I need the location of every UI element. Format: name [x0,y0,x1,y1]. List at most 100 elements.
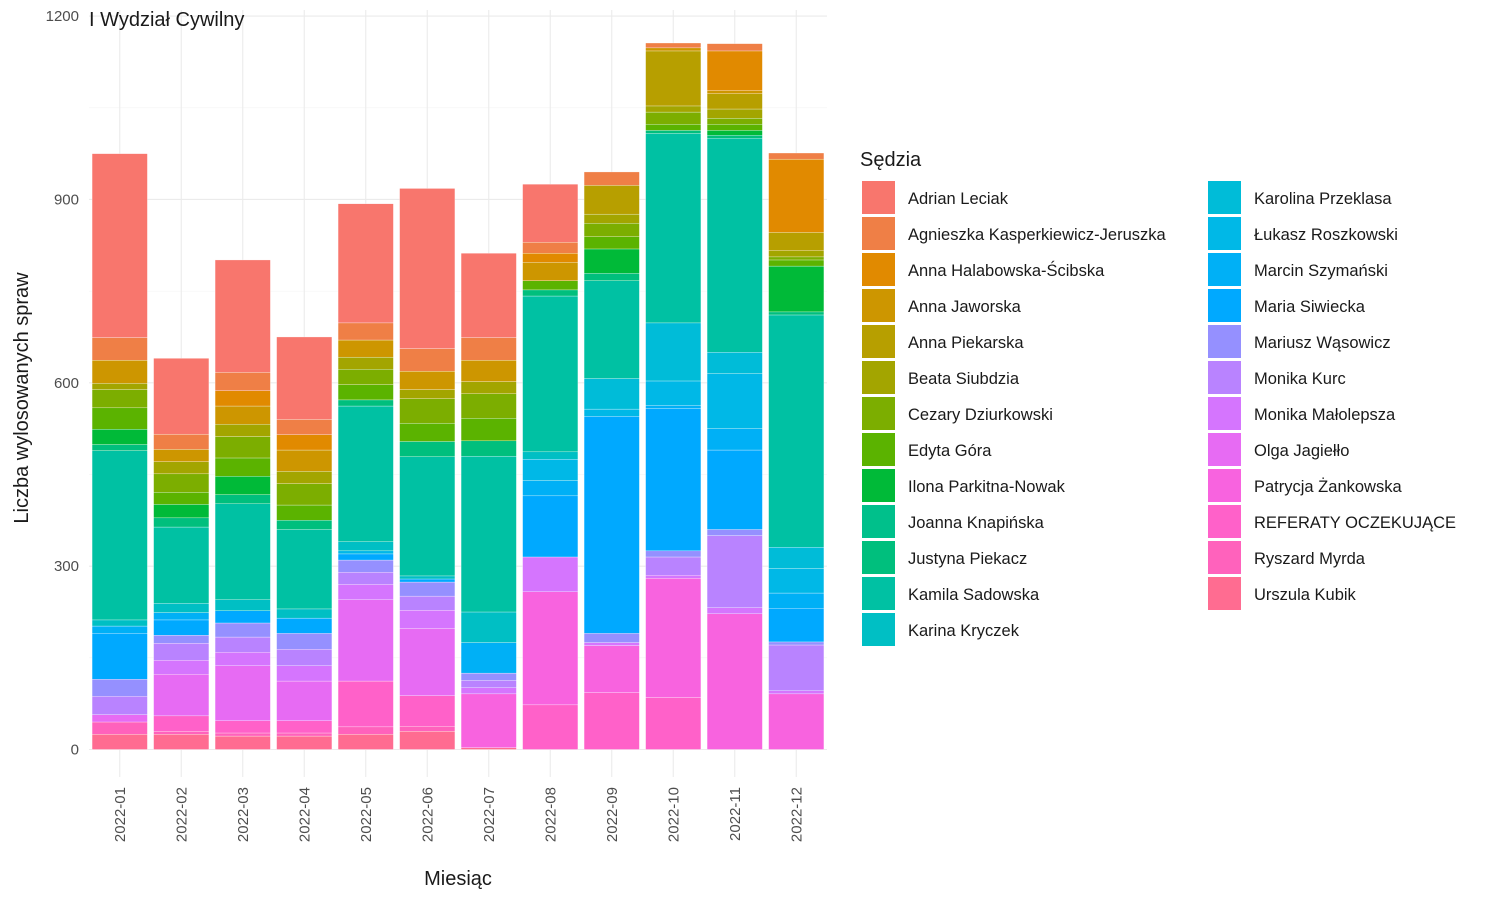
bar-segment [153,473,210,493]
bar-segment [768,568,825,594]
y-tick-label: 1200 [46,8,79,25]
legend-label: Marcin Szymański [1254,262,1388,280]
bar-segment [91,679,148,697]
bar-segment [399,610,456,629]
bar-segment [645,50,702,107]
legend-label: Kamila Sadowska [908,586,1040,604]
legend-key [862,433,895,466]
bar-segment [337,203,394,324]
legend-key [862,577,895,610]
bar-segment [706,90,763,94]
x-tick-label: 2022-11 [727,787,744,841]
legend-key [1208,469,1241,502]
bar-segment [153,603,210,613]
bar-segment [276,471,333,484]
bar-segment [91,734,148,750]
x-axis-ticks: 2022-01 2022-02 2022-03 2022-04 2022-05 2022-… [112,787,806,842]
chart-title: I Wydział Cywilny [89,9,244,31]
bar-segment [276,608,333,619]
bar-segment [645,578,702,698]
bar-segment [583,248,640,274]
bar-segment [768,250,825,258]
bar-segment [337,541,394,552]
bar-segment [276,520,333,530]
bar-segment [153,504,210,519]
bar-segment [153,492,210,505]
bar-segment [214,424,271,437]
bar-segment [214,665,271,721]
bar-segment [706,373,763,429]
x-tick-label: 2022-05 [358,787,375,842]
bar-segment [522,242,579,254]
legend-key [862,253,895,286]
legend-label: Edyta Góra [908,442,992,460]
bar-segment [522,280,579,291]
bar-segment [153,526,210,604]
bar-segment [460,440,517,457]
bar-segment [460,253,517,338]
bar-segment [276,483,333,506]
bar-segment [276,735,333,750]
legend-key [862,469,895,502]
x-axis-title: Miesiąc [424,868,492,890]
bar-segment [153,449,210,462]
bar-segment [768,314,825,548]
bar-segment [276,720,333,734]
bar-segment [460,611,517,643]
legend-label: Agnieszka Kasperkiewicz-Jeruszka [908,226,1167,244]
legend-label: Monika Małolepsza [1254,406,1396,424]
bar-segment [214,476,271,495]
bar-segment [522,184,579,243]
bar-segment [768,693,825,750]
bar-segment [276,336,333,420]
bar-segment [276,449,333,472]
legend-label: Joanna Knapińska [908,514,1045,532]
legend-key [1208,505,1241,538]
bar-segment [337,369,394,385]
bar-segment [276,419,333,435]
bar-segment [91,444,148,451]
legend-label: Anna Piekarska [908,334,1024,352]
bar-segment [460,680,517,688]
bar-segment [337,405,394,542]
bar-segment [337,384,394,401]
bar-segment [460,360,517,382]
legend-key [1208,289,1241,322]
legend-label: Ilona Parkitna-Nowak [908,478,1066,496]
legend-key [862,397,895,430]
bar-segment [214,732,271,737]
bar-segment [768,152,825,160]
bar-segment [522,253,579,263]
x-tick-label: 2022-03 [235,787,252,842]
bar-segment [399,575,456,580]
bar-segment [399,348,456,372]
bar-segment [337,572,394,585]
bar-segment [583,408,640,417]
bar-segment [214,457,271,477]
legend-key [862,505,895,538]
legend-label: Monika Kurc [1254,370,1346,388]
bar-segment [768,259,825,267]
legend-key [862,289,895,322]
x-tick-label: 2022-07 [481,787,498,842]
bar-segment [522,459,579,481]
x-tick-label: 2022-04 [296,787,313,842]
bar-segment [153,674,210,717]
bar-segment [399,389,456,399]
legend-key [862,541,895,574]
legend-label: Patrycja Żankowska [1254,477,1402,496]
bar-segment [706,124,763,131]
bar-segment [399,731,456,750]
bar-segment [645,550,702,558]
bar-segment [645,42,702,49]
bar-segment [460,455,517,613]
bar-segment [91,337,148,361]
bar-segment [768,644,825,691]
bar-segment [522,591,579,706]
bar-segment [399,188,456,349]
bar-segment [337,322,394,341]
y-tick-label: 0 [71,741,79,758]
legend-key [862,325,895,358]
legend-key [1208,217,1241,250]
